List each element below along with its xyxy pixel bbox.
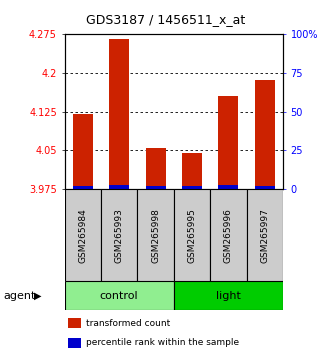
Text: control: control [100, 291, 138, 301]
Bar [73, 186, 93, 189]
Bar [255, 186, 275, 189]
Text: GSM265984: GSM265984 [78, 208, 87, 263]
Text: GSM265998: GSM265998 [151, 208, 160, 263]
Bar [218, 96, 238, 189]
Text: ▶: ▶ [34, 291, 42, 301]
Bar [101, 189, 137, 281]
Text: transformed count: transformed count [86, 319, 170, 327]
Text: light: light [216, 291, 241, 301]
Bar [210, 189, 247, 281]
Text: percentile rank within the sample: percentile rank within the sample [86, 338, 239, 347]
Bar [73, 114, 93, 189]
Bar [137, 189, 174, 281]
Bar [146, 148, 166, 189]
Text: GSM265997: GSM265997 [260, 208, 269, 263]
Bar [146, 186, 166, 189]
Bar [182, 153, 202, 189]
Bar [174, 281, 283, 310]
Text: GSM265993: GSM265993 [115, 208, 124, 263]
Bar [182, 186, 202, 189]
Bar [247, 189, 283, 281]
Bar [109, 185, 129, 189]
Bar [174, 189, 210, 281]
Text: GDS3187 / 1456511_x_at: GDS3187 / 1456511_x_at [86, 13, 245, 26]
Bar [255, 80, 275, 189]
Bar [218, 185, 238, 189]
Text: agent: agent [3, 291, 36, 301]
Bar [65, 281, 174, 310]
Text: GSM265996: GSM265996 [224, 208, 233, 263]
Bar [65, 189, 101, 281]
Text: GSM265995: GSM265995 [187, 208, 197, 263]
Bar [109, 39, 129, 189]
